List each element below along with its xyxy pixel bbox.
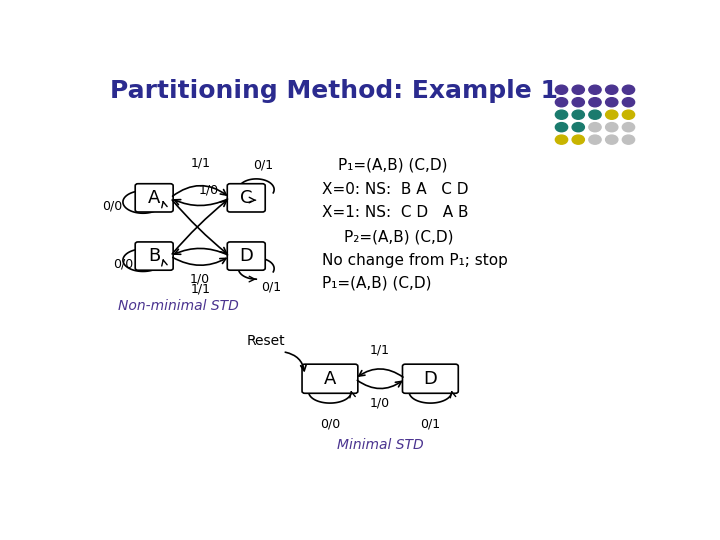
Circle shape bbox=[606, 85, 618, 94]
Text: 0/1: 0/1 bbox=[253, 158, 273, 171]
Text: 1/1: 1/1 bbox=[190, 283, 210, 296]
Circle shape bbox=[589, 98, 601, 107]
Text: 1/1: 1/1 bbox=[190, 156, 210, 169]
Text: 1/0: 1/0 bbox=[199, 184, 219, 197]
Circle shape bbox=[589, 110, 601, 119]
Text: 0/0: 0/0 bbox=[102, 200, 122, 213]
FancyBboxPatch shape bbox=[228, 184, 265, 212]
Text: B: B bbox=[148, 247, 161, 265]
Text: 0/1: 0/1 bbox=[420, 417, 441, 430]
FancyBboxPatch shape bbox=[302, 364, 358, 393]
Circle shape bbox=[555, 85, 567, 94]
Text: P₂=(A,B) (C,D): P₂=(A,B) (C,D) bbox=[344, 230, 454, 245]
Circle shape bbox=[572, 85, 585, 94]
Text: X=1: NS:  C D   A B: X=1: NS: C D A B bbox=[322, 205, 468, 220]
Circle shape bbox=[622, 110, 634, 119]
Text: X=0: NS:  B A   C D: X=0: NS: B A C D bbox=[322, 182, 468, 197]
Circle shape bbox=[572, 110, 585, 119]
Text: Non-minimal STD: Non-minimal STD bbox=[118, 299, 238, 313]
Circle shape bbox=[555, 110, 567, 119]
Circle shape bbox=[589, 85, 601, 94]
Circle shape bbox=[572, 98, 585, 107]
Circle shape bbox=[589, 123, 601, 132]
Text: D: D bbox=[423, 370, 437, 388]
Circle shape bbox=[589, 135, 601, 144]
Text: P₁=(A,B) (C,D): P₁=(A,B) (C,D) bbox=[338, 157, 448, 172]
Circle shape bbox=[606, 98, 618, 107]
Text: A: A bbox=[324, 370, 336, 388]
Circle shape bbox=[555, 135, 567, 144]
Circle shape bbox=[606, 135, 618, 144]
Text: Reset: Reset bbox=[246, 334, 285, 348]
Circle shape bbox=[622, 98, 634, 107]
FancyBboxPatch shape bbox=[135, 184, 173, 212]
Circle shape bbox=[606, 110, 618, 119]
Text: 1/0: 1/0 bbox=[370, 396, 390, 409]
Text: 1/1: 1/1 bbox=[370, 343, 390, 356]
Text: 0/0: 0/0 bbox=[113, 258, 134, 271]
Circle shape bbox=[572, 123, 585, 132]
FancyBboxPatch shape bbox=[402, 364, 458, 393]
Text: 0/0: 0/0 bbox=[320, 417, 340, 430]
Text: Minimal STD: Minimal STD bbox=[337, 438, 423, 453]
Text: D: D bbox=[239, 247, 253, 265]
Text: 0/1: 0/1 bbox=[261, 281, 282, 294]
Text: Partitioning Method: Example 1: Partitioning Method: Example 1 bbox=[109, 79, 557, 103]
Circle shape bbox=[572, 135, 585, 144]
Text: 1/0: 1/0 bbox=[190, 273, 210, 286]
Circle shape bbox=[606, 123, 618, 132]
FancyBboxPatch shape bbox=[228, 242, 265, 270]
Text: A: A bbox=[148, 189, 161, 207]
Text: C: C bbox=[240, 189, 253, 207]
FancyBboxPatch shape bbox=[135, 242, 173, 270]
Circle shape bbox=[555, 98, 567, 107]
Circle shape bbox=[555, 123, 567, 132]
Text: P₁=(A,B) (C,D): P₁=(A,B) (C,D) bbox=[322, 275, 431, 291]
Text: No change from P₁; stop: No change from P₁; stop bbox=[322, 253, 508, 268]
Circle shape bbox=[622, 135, 634, 144]
Circle shape bbox=[622, 85, 634, 94]
Circle shape bbox=[622, 123, 634, 132]
